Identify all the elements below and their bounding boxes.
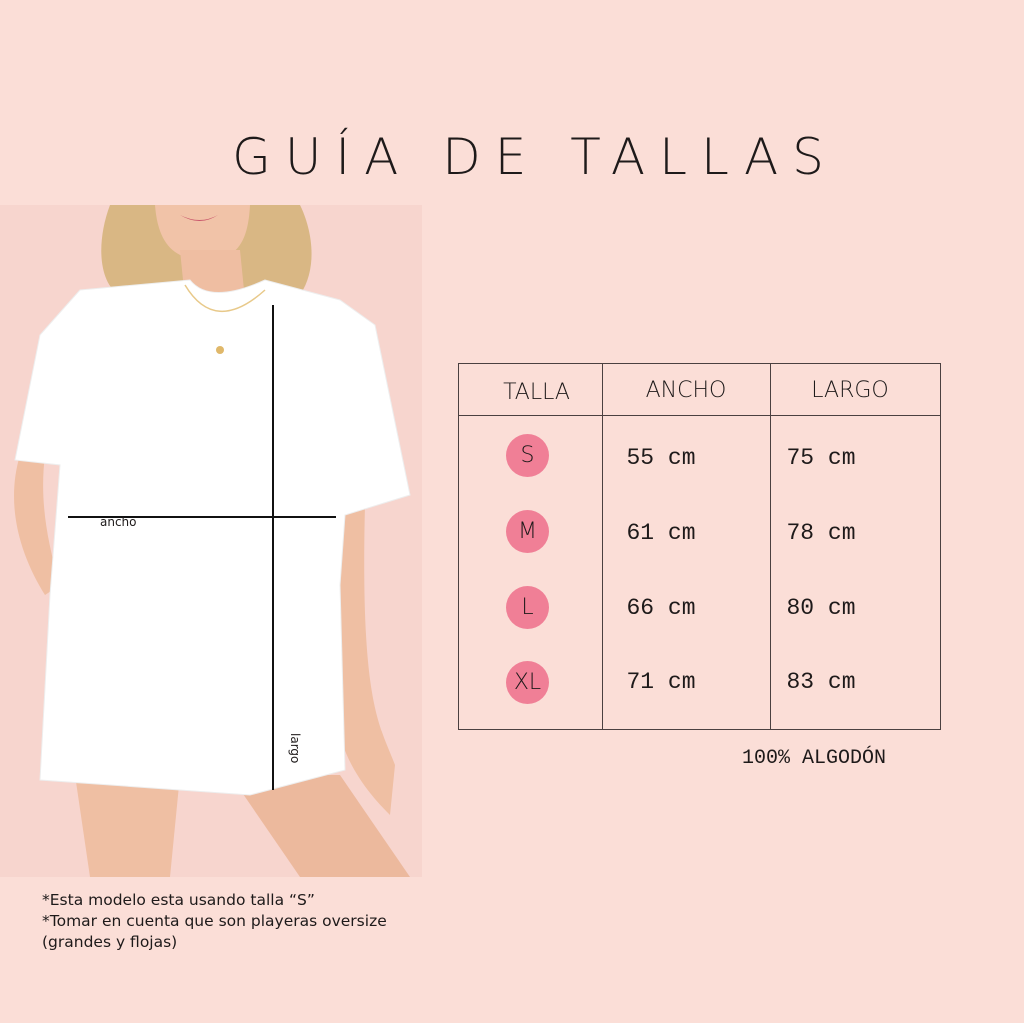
note-line: *Tomar en cuenta que son playeras oversi… <box>42 912 387 930</box>
size-badge-xl: XL <box>506 661 549 704</box>
header-largo: LARGO <box>811 378 889 403</box>
ancho-value: 55 cm <box>626 445 696 471</box>
header-divider <box>459 415 940 416</box>
ancho-value: 61 cm <box>626 520 696 546</box>
ancho-value: 66 cm <box>626 595 696 621</box>
size-badge-m: M <box>506 510 549 553</box>
model-photo: ancho largo <box>0 205 422 877</box>
largo-value: 78 cm <box>786 520 856 546</box>
column-divider <box>770 364 771 729</box>
size-badge-s: S <box>506 434 549 477</box>
ancho-value: 71 cm <box>626 669 696 695</box>
largo-value: 75 cm <box>786 445 856 471</box>
notes: *Esta modelo esta usando talla “S” *Toma… <box>42 890 387 953</box>
largo-label: largo <box>288 733 302 764</box>
note-line: *Esta modelo esta usando talla “S” <box>42 891 315 909</box>
header-talla: TALLA <box>503 380 570 405</box>
note-line: (grandes y flojas) <box>42 933 178 951</box>
largo-value: 83 cm <box>786 669 856 695</box>
ancho-label: ancho <box>100 515 137 529</box>
header-ancho: ANCHO <box>645 378 727 403</box>
largo-value: 80 cm <box>786 595 856 621</box>
size-badge-l: L <box>506 586 549 629</box>
column-divider <box>602 364 603 729</box>
material-label: 100% ALGODÓN <box>742 747 887 770</box>
page-title: GUÍA DE TALLAS <box>232 128 838 186</box>
size-table: TALLA ANCHO LARGO S 55 cm 75 cm M 61 cm … <box>458 363 941 730</box>
